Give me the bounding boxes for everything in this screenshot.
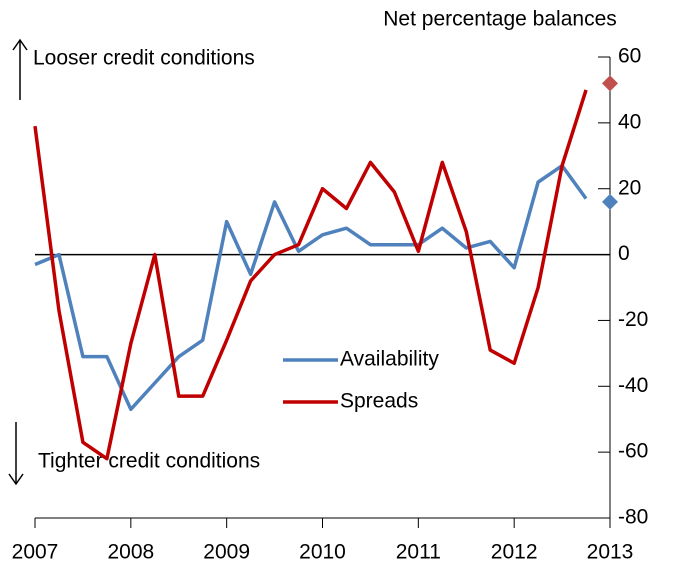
arrow-up xyxy=(12,38,28,100)
x-tick-label: 2013 xyxy=(587,541,634,564)
x-tick-label: 2008 xyxy=(107,541,154,564)
y-tick-label: -60 xyxy=(618,440,648,463)
y-tick-label: 40 xyxy=(618,110,641,133)
latest-marker xyxy=(602,75,618,92)
y-tick-label: 20 xyxy=(618,176,641,199)
series-line xyxy=(34,163,588,412)
annotation: Tighter credit conditions xyxy=(38,450,260,473)
legend-label: Spreads xyxy=(340,390,418,413)
x-tick-label: 2012 xyxy=(491,541,538,564)
series-line xyxy=(33,89,588,461)
y-tick-label: -40 xyxy=(618,374,648,397)
y-tick-label: -80 xyxy=(618,506,648,529)
latest-marker xyxy=(602,193,618,210)
x-tick-label: 2009 xyxy=(203,541,250,564)
arrow-down xyxy=(8,422,24,486)
x-tick-label: 2007 xyxy=(12,541,59,564)
x-tick-label: 2011 xyxy=(396,541,441,564)
x-tick-label: 2010 xyxy=(299,541,346,564)
annotation: Looser credit conditions xyxy=(33,47,255,70)
axis-title: Net percentage balances xyxy=(383,8,617,31)
y-tick-label: 60 xyxy=(618,45,641,68)
y-tick-label: 0 xyxy=(618,242,630,265)
y-tick-label: -20 xyxy=(618,308,648,331)
legend-label: Availability xyxy=(340,348,439,371)
